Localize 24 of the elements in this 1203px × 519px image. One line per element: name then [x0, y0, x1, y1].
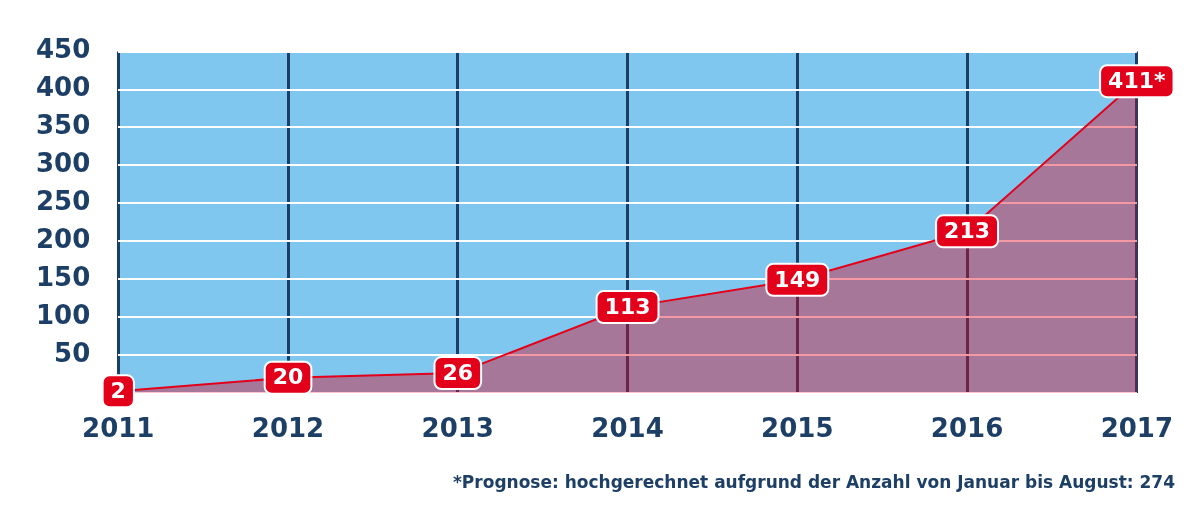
y-tick-label: 350 — [35, 110, 91, 141]
data-label: 20 — [272, 364, 304, 390]
x-tick-label: 2017 — [1100, 413, 1174, 444]
x-tick-label: 2015 — [761, 413, 834, 444]
data-label: 411* — [1108, 67, 1167, 93]
x-tick-label: 2011 — [82, 413, 155, 444]
x-tick-label: 2016 — [930, 413, 1004, 444]
y-tick-label: 200 — [35, 223, 91, 254]
text: *Prognose: hochgerechnet aufgrund der Anzahl von Januar bis August: 274 — [451, 472, 1176, 492]
y-tick-label: 100 — [35, 299, 91, 330]
y-tick-label: 150 — [35, 261, 91, 292]
x-tick-label: 2014 — [591, 413, 664, 444]
y-tick-label: 250 — [35, 185, 91, 216]
x-tick-label: 2012 — [251, 413, 325, 444]
y-tick-label: 300 — [35, 148, 91, 179]
y-tick-label: 400 — [35, 72, 91, 103]
data-label: 149 — [774, 266, 821, 292]
y-tick-label: 50 — [54, 337, 91, 368]
x-tick-label: 2013 — [421, 413, 494, 444]
data-label: 2 — [110, 378, 126, 403]
data-label: 213 — [944, 218, 991, 244]
data-label: 26 — [442, 359, 474, 385]
data-label: 113 — [604, 293, 651, 319]
y-tick-label: 450 — [35, 34, 91, 65]
